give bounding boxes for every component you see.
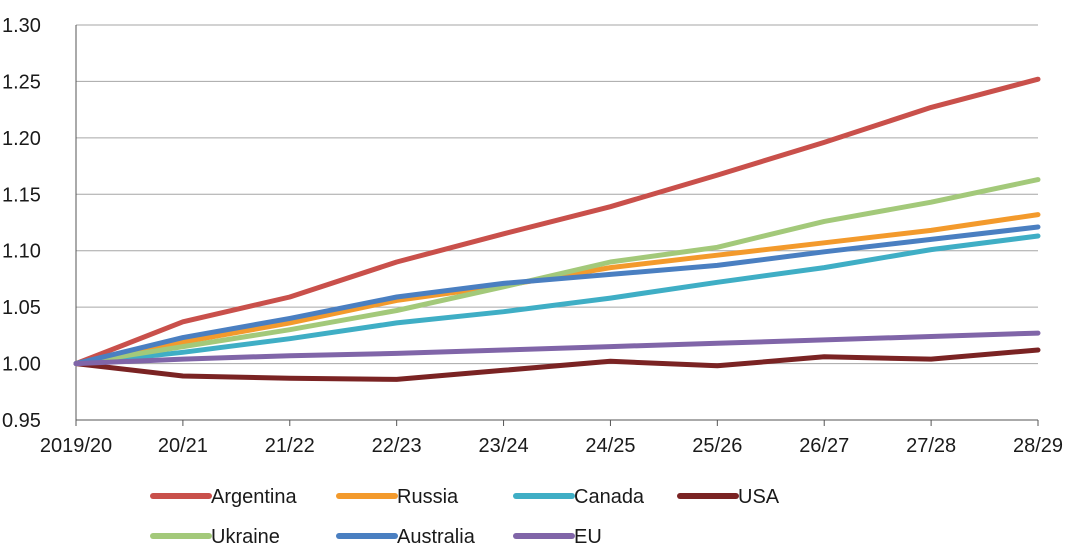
x-tick-label: 25/26 (692, 435, 742, 457)
y-tick-label: 1.25 (2, 71, 41, 93)
y-tick-label: 1.05 (2, 297, 41, 319)
series-line-argentina (73, 76, 1041, 367)
y-tick-label: 1.30 (2, 15, 41, 37)
legend: Argentina Russia Canada USA Ukraine Australia… (150, 486, 780, 544)
legend-label: Canada (574, 486, 645, 508)
legend-item-australia: Australia (336, 526, 476, 544)
legend-item-eu: EU (513, 526, 602, 544)
series-line-australia (73, 224, 1041, 367)
x-tick-label: 21/22 (265, 435, 315, 457)
y-tick-label: 0.95 (2, 410, 41, 432)
series-line-canada (73, 233, 1041, 367)
series-line-ukraine (73, 177, 1041, 367)
series-line-usa (73, 347, 1041, 382)
x-tick-label: 28/29 (1013, 435, 1063, 457)
legend-item-russia: Russia (336, 486, 459, 508)
y-tick-label: 1.20 (2, 128, 41, 150)
legend-label: USA (738, 486, 780, 508)
legend-label: EU (574, 526, 602, 544)
legend-label: Argentina (211, 486, 297, 508)
legend-label: Ukraine (211, 526, 280, 544)
legend-label: Russia (397, 486, 459, 508)
axis-layer: 0.95 1.00 1.05 1.10 1.15 1.20 1.25 1.30 2019/20 2… (2, 15, 1063, 457)
legend-label: Australia (397, 526, 476, 544)
legend-item-usa: USA (677, 486, 780, 508)
series-layer (73, 76, 1041, 382)
x-tick-label: 24/25 (585, 435, 635, 457)
x-tick-label: 22/23 (372, 435, 422, 457)
legend-item-ukraine: Ukraine (150, 526, 280, 544)
y-tick-label: 1.10 (2, 241, 41, 263)
legend-item-canada: Canada (513, 486, 645, 508)
x-tick-label: 27/28 (906, 435, 956, 457)
legend-item-argentina: Argentina (150, 486, 297, 508)
x-tick-label: 26/27 (799, 435, 849, 457)
y-tick-label: 1.15 (2, 184, 41, 206)
y-tick-label: 1.00 (2, 354, 41, 376)
x-tick-label: 2019/20 (40, 435, 112, 457)
series-line-eu (73, 330, 1041, 367)
x-tick-label: 20/21 (158, 435, 208, 457)
x-tick-label: 23/24 (479, 435, 529, 457)
